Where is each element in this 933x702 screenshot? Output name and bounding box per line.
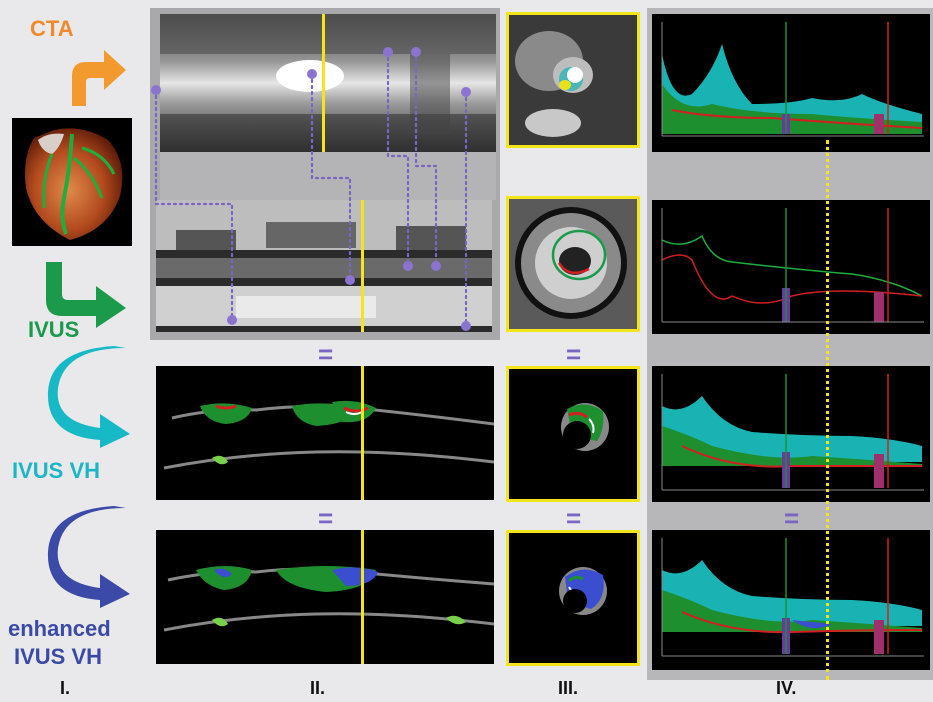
cta-cross-section	[506, 12, 640, 148]
column-label-iv: IV.	[776, 678, 797, 698]
ivus-profile-plot	[652, 200, 930, 334]
vh-profile-plot	[652, 366, 930, 502]
row-label-ivus-vh: IVUS VH	[12, 458, 101, 483]
equals-sign-iii-b: =	[566, 503, 582, 533]
row-label-enhanced-line2: IVUS VH	[14, 644, 103, 669]
ivus-cross-section	[506, 196, 640, 332]
enhanced-vh-cross-section	[506, 530, 640, 666]
row-label-ivus: IVUS	[28, 317, 80, 342]
gap-band	[160, 152, 496, 200]
enhanced-vh-longitudinal-panel	[156, 530, 494, 664]
vh-position-marker	[361, 366, 364, 500]
column-label-ii: II.	[310, 678, 326, 698]
row-label-cta: CTA	[30, 16, 74, 41]
row-label-enhanced-line1: enhanced	[8, 616, 111, 641]
column-label-i: I.	[60, 678, 71, 698]
enhanced-vh-profile-plot	[652, 530, 930, 670]
arrow-ivus-to-vh-icon	[47, 346, 130, 448]
equals-sign-iv-b: =	[784, 503, 800, 533]
ivus-position-marker	[361, 200, 364, 332]
cta-position-marker	[322, 14, 325, 152]
equals-sign-ii-b: =	[318, 503, 334, 533]
equals-sign-ii-a: =	[318, 339, 334, 369]
arrow-cta-to-heart-icon	[72, 50, 126, 106]
cta-profile-plot	[652, 14, 930, 152]
vh-cross-section	[506, 366, 640, 502]
ivus-longitudinal-panel	[156, 200, 492, 332]
enhanced-vh-position-marker	[361, 530, 364, 664]
column-label-iii: III.	[558, 678, 579, 698]
equals-sign-iii-a: =	[566, 339, 582, 369]
heart-3d-render	[12, 118, 132, 246]
landmark-connectors	[151, 47, 471, 331]
profile-position-marker	[826, 140, 829, 680]
arrow-vh-to-enhanced-icon	[47, 506, 130, 608]
ivus-vh-longitudinal-panel	[156, 366, 494, 500]
arrow-heart-to-ivus-icon	[46, 262, 126, 328]
cta-longitudinal-panel	[160, 14, 496, 152]
